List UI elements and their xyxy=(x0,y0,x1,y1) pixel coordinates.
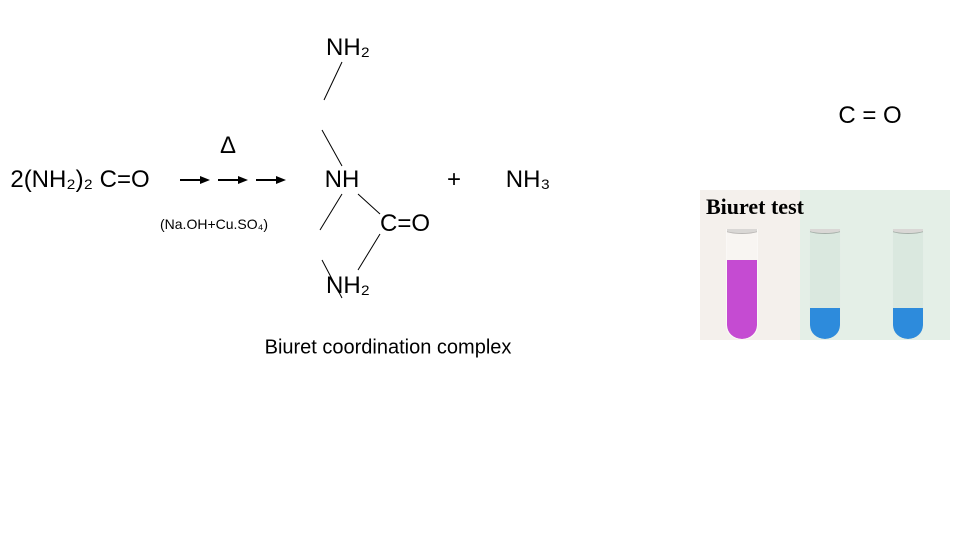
product-co-mid: C=O xyxy=(380,210,430,238)
test-tube xyxy=(700,220,783,340)
byproduct-nh3: NH₃ xyxy=(506,166,550,194)
reactant-formula: 2(NH₂)₂ C=O xyxy=(10,166,149,194)
diagram-stage: 2(NH₂)₂ C=O Δ (Na.OH+Cu.SO₄) NH₂ NH C=O … xyxy=(0,0,960,540)
product-nh2-top: NH₂ xyxy=(326,34,370,62)
test-tubes-row xyxy=(700,220,950,340)
biuret-test-photo: Biuret test xyxy=(700,190,950,340)
product-nh-mid: NH xyxy=(325,166,360,194)
reagent-label: (Na.OH+Cu.SO₄) xyxy=(160,216,268,232)
co-top-right: C = O xyxy=(838,102,901,130)
test-tube xyxy=(867,220,950,340)
product-nh2-bot: NH₂ xyxy=(326,272,370,300)
biuret-test-caption: Biuret test xyxy=(700,190,950,220)
delta-symbol: Δ xyxy=(220,132,236,160)
plus-sign: + xyxy=(447,166,461,194)
complex-caption: Biuret coordination complex xyxy=(265,337,512,360)
test-tube xyxy=(783,220,866,340)
